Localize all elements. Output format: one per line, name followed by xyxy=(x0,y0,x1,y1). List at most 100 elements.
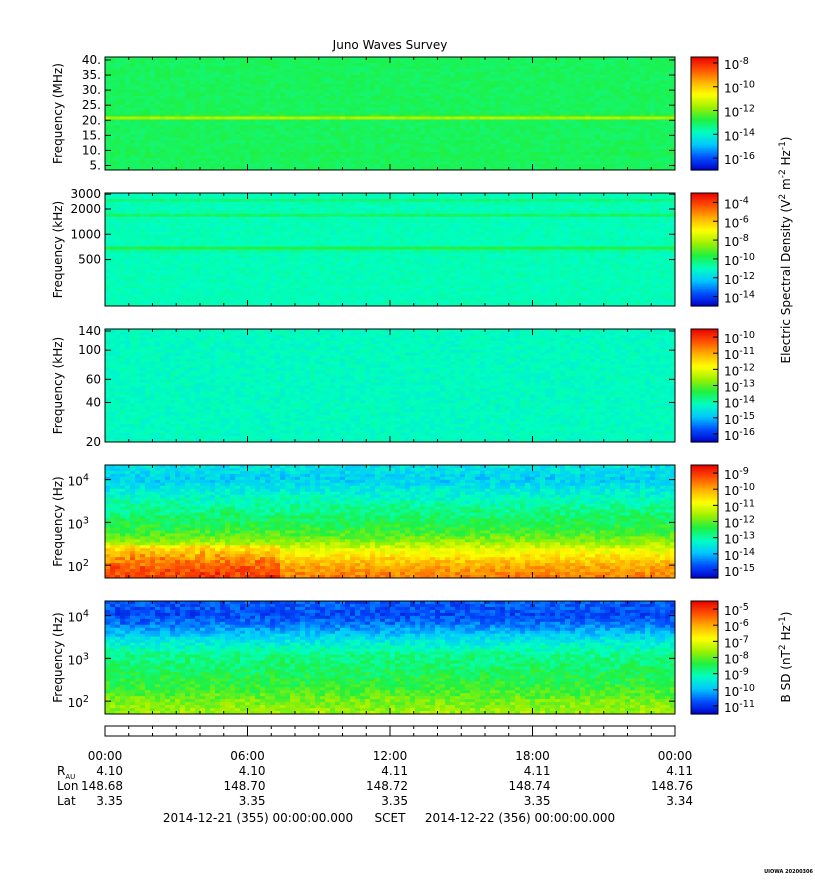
colorbar-segment xyxy=(691,238,718,241)
colorbar-segment xyxy=(691,132,718,135)
colorbar-segment xyxy=(691,545,718,549)
colorbar-segment xyxy=(691,411,718,415)
colorbar-segment xyxy=(691,215,718,219)
y-tick-label: 30. xyxy=(82,83,101,97)
time-tick-label: 18:00 xyxy=(515,749,550,763)
colorbar-tick-label: 10-12 xyxy=(724,104,755,120)
colorbar-segment xyxy=(691,119,718,122)
colorbar-segment xyxy=(691,300,718,303)
colorbar-tick-label: 10-6 xyxy=(724,618,749,634)
colorbar-segment xyxy=(691,557,718,560)
colorbar-segment xyxy=(691,676,718,679)
colorbar-tick-label: 10-9 xyxy=(724,466,749,482)
colorbar-segment xyxy=(691,668,718,672)
colorbar-segment xyxy=(691,549,718,553)
colorbar-segment xyxy=(691,64,718,68)
colorbar-segment xyxy=(691,481,718,485)
y-tick-label: 104 xyxy=(68,473,89,489)
colorbar-segment xyxy=(691,60,718,64)
colorbar-tick-label: 10-11 xyxy=(724,346,755,362)
colorbar: 10-14 10-12 10-10 10-8 10-6 10-4 xyxy=(690,192,755,307)
colorbar-segment xyxy=(691,344,718,347)
colorbar-segment xyxy=(691,370,718,373)
colorbar-segment xyxy=(691,355,718,358)
colorbar-segment xyxy=(691,141,718,145)
colorbar-segment xyxy=(691,495,718,498)
colorbar-segment xyxy=(691,253,718,256)
colorbar-segment xyxy=(691,281,718,284)
colorbar-segment xyxy=(691,506,718,509)
colorbar-segment xyxy=(691,487,718,491)
colorbar-tick-label: 10-10 xyxy=(724,80,755,96)
colorbar-tick-label: 10-11 xyxy=(724,699,755,715)
y-tick-label: 500 xyxy=(78,253,101,267)
colorbar-segment xyxy=(691,562,718,566)
colorbar-segment xyxy=(691,417,718,420)
colorbar-segment xyxy=(691,634,718,638)
colorbar-frame xyxy=(690,56,719,171)
colorbar-segment xyxy=(691,124,718,128)
colorbar-segment xyxy=(691,404,718,407)
colorbar-segment xyxy=(691,502,718,506)
colorbar-tick-label: 10-4 xyxy=(724,195,749,211)
colorbar-segment xyxy=(691,336,718,340)
colorbar-segment xyxy=(691,285,718,288)
ephemeris-value: 4.10 xyxy=(96,764,123,778)
colorbar-segment xyxy=(691,72,718,75)
colorbar-tick-label: 10-14 xyxy=(724,395,755,411)
colorbar-tick-label: 10-5 xyxy=(724,602,749,618)
colorbar-segment xyxy=(691,79,718,83)
ephemeris-value: 148.72 xyxy=(366,779,408,793)
y-tick-label: 140 xyxy=(78,324,101,338)
colorbar-segment xyxy=(691,134,718,137)
colorbar-segment xyxy=(691,272,718,275)
colorbar-segment xyxy=(691,77,718,81)
colorbar-segment xyxy=(691,523,718,526)
colorbar-segment xyxy=(691,521,718,524)
colorbar-segment xyxy=(691,294,718,298)
spectrogram-image xyxy=(105,329,675,442)
colorbar-segment xyxy=(691,228,718,232)
colorbar-segment xyxy=(691,649,718,653)
colorbar-segment xyxy=(691,302,718,305)
colorbar-segment xyxy=(691,121,718,124)
colorbar-segment xyxy=(691,85,718,88)
colorbar-segment xyxy=(691,674,718,677)
colorbar-segment xyxy=(691,525,718,528)
colorbar-segment xyxy=(691,381,718,385)
ephemeris-value: 4.10 xyxy=(239,764,266,778)
colorbar-segment xyxy=(691,530,718,534)
colorbar-segment xyxy=(691,262,718,266)
colorbar-segment xyxy=(691,349,718,353)
colorbar-segment xyxy=(691,485,718,489)
colorbar-segment xyxy=(691,345,718,349)
y-axis-label: Frequency (Hz) xyxy=(51,612,65,703)
colorbar-segment xyxy=(691,653,718,657)
colorbar-segment xyxy=(691,340,718,343)
colorbar-segment xyxy=(691,377,718,381)
ephemeris-value: 4.11 xyxy=(524,764,551,778)
colorbar-segment xyxy=(691,158,718,162)
colorbar-segment xyxy=(691,402,718,405)
colorbar-tick-label: 10-8 xyxy=(724,651,749,667)
colorbar-segment xyxy=(691,655,718,659)
colorbar-segment xyxy=(691,94,718,98)
colorbar-segment xyxy=(691,57,718,60)
colorbar-segment xyxy=(691,361,718,364)
colorbar-segment xyxy=(691,366,718,370)
colorbar-segment xyxy=(691,678,718,681)
colorbar-segment xyxy=(691,232,718,236)
colorbar-segment xyxy=(691,257,718,260)
colorbar-segment xyxy=(691,474,718,477)
y-tick-label: 2000 xyxy=(70,202,101,216)
y-axis-ticks: 5.10.15.20.25.30.35.40. xyxy=(82,53,676,172)
colorbar-segment xyxy=(691,277,718,281)
y-tick-label: 102 xyxy=(68,558,89,574)
colorbar-segment xyxy=(691,364,718,368)
colorbar-segment xyxy=(691,428,718,432)
colorbar-segment xyxy=(691,83,718,86)
colorbar-segment xyxy=(691,561,718,564)
y-tick-label: 25. xyxy=(82,98,101,112)
ephemeris-row-label: RAU xyxy=(57,764,75,781)
